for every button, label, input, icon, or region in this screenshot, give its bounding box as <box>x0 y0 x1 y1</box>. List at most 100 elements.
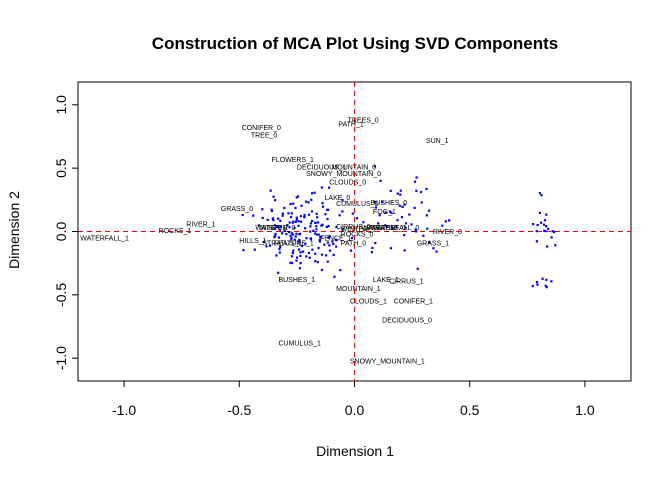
data-point <box>253 248 256 251</box>
data-point <box>281 214 284 217</box>
data-point <box>317 221 320 224</box>
data-point <box>273 224 276 227</box>
data-point <box>349 249 353 252</box>
data-point <box>547 227 550 231</box>
data-point <box>328 249 332 252</box>
category-label: ROCKS_0 <box>341 232 374 239</box>
data-point <box>307 251 311 255</box>
category-label: CLOUDS_0 <box>329 180 366 187</box>
data-point <box>294 235 297 238</box>
category-label: SUN_1 <box>426 138 449 145</box>
x-tick-label: 0.0 <box>345 402 365 418</box>
data-point <box>288 226 291 229</box>
y-tick-label: 0.0 <box>53 222 69 242</box>
x-axis: -1.0 -0.5 0.0 0.5 1.0 <box>112 381 595 418</box>
data-point <box>304 200 308 203</box>
data-point <box>261 216 264 220</box>
data-point <box>272 219 275 222</box>
category-label: CIRRUS_1 <box>389 278 424 285</box>
data-point <box>289 215 293 219</box>
data-point <box>309 238 313 241</box>
y-tick-label: -0.5 <box>53 283 69 307</box>
data-point <box>241 213 244 217</box>
data-point <box>325 225 328 229</box>
data-point <box>298 267 301 270</box>
data-point <box>326 217 329 221</box>
data-point <box>400 216 404 219</box>
data-point <box>415 189 418 192</box>
data-point <box>378 214 381 217</box>
data-point <box>403 234 406 237</box>
data-point <box>291 221 294 224</box>
data-point <box>403 249 406 252</box>
data-point <box>377 222 380 225</box>
data-point <box>299 220 303 223</box>
category-label: WATERFALL_1 <box>80 235 129 242</box>
data-point <box>444 220 447 223</box>
data-point <box>327 236 330 239</box>
data-point <box>323 243 326 246</box>
data-point <box>389 247 392 250</box>
data-point <box>396 192 399 195</box>
data-point <box>269 189 272 192</box>
category-label: FLOWERS_1 <box>272 157 315 164</box>
data-point <box>275 254 278 257</box>
data-point <box>304 242 307 245</box>
data-point <box>327 224 330 228</box>
data-point <box>295 216 298 219</box>
data-point <box>289 261 292 264</box>
data-point <box>550 236 553 239</box>
data-point <box>395 225 398 228</box>
data-point <box>384 211 387 214</box>
data-point <box>536 223 539 227</box>
data-point <box>341 228 344 231</box>
data-point <box>291 233 295 236</box>
data-point <box>371 246 374 250</box>
data-point <box>274 234 277 237</box>
data-point <box>414 228 417 231</box>
data-point <box>242 249 245 252</box>
data-point <box>298 238 301 242</box>
data-point <box>544 284 547 287</box>
data-point <box>535 281 539 284</box>
data-point <box>399 193 402 196</box>
data-point <box>351 212 354 215</box>
data-point <box>398 204 401 207</box>
data-point <box>541 277 544 280</box>
category-label: CLOUDS_1 <box>350 299 387 306</box>
data-point <box>331 240 334 243</box>
data-point <box>272 195 275 198</box>
category-label: STRATUS_1 <box>262 240 302 247</box>
data-point <box>315 228 318 231</box>
data-point <box>399 189 402 192</box>
data-point <box>425 187 428 190</box>
category-label: TREES_0 <box>348 118 379 125</box>
data-point <box>316 216 319 219</box>
data-point <box>420 201 423 204</box>
data-point <box>401 205 404 208</box>
data-point <box>262 240 265 244</box>
data-point <box>328 244 331 247</box>
data-point <box>545 225 548 228</box>
data-point <box>305 255 308 258</box>
data-point <box>543 229 546 232</box>
category-label: TREE_0 <box>251 133 278 140</box>
data-point <box>301 250 305 253</box>
data-point <box>297 220 300 223</box>
data-point <box>287 212 290 215</box>
data-point <box>335 245 338 248</box>
data-point <box>279 219 282 222</box>
data-point <box>373 200 376 204</box>
data-point <box>311 192 314 195</box>
data-point <box>309 230 312 233</box>
data-point <box>288 231 291 234</box>
data-point <box>341 198 344 202</box>
category-label: CUMULUS_1 <box>278 341 321 348</box>
data-point <box>320 268 324 271</box>
category-label: WINTER_0 <box>260 225 296 232</box>
data-point <box>278 228 281 231</box>
data-point <box>290 232 293 235</box>
data-point <box>288 221 291 224</box>
data-point <box>441 224 444 227</box>
